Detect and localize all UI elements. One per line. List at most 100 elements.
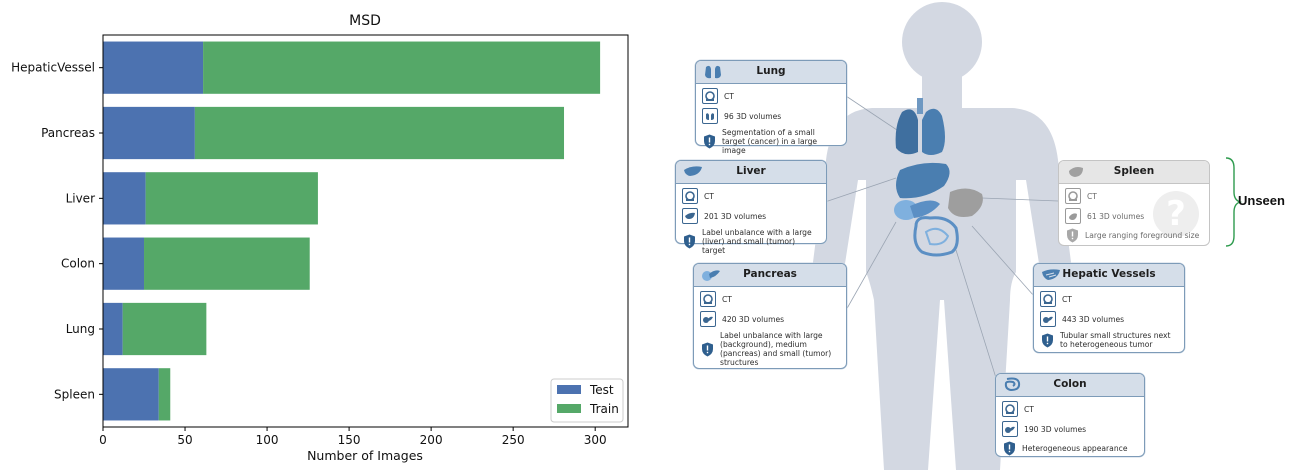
bar-train-spleen: [158, 368, 171, 421]
shield-alert-icon: [1002, 441, 1016, 456]
shield-alert-icon: [702, 134, 716, 149]
pancreas-card-title: Pancreas: [743, 268, 797, 280]
spleen-modality-row: CT: [1065, 188, 1203, 204]
ct-scanner-icon: [1040, 291, 1056, 307]
y-tick-label-pancreas: Pancreas: [41, 126, 95, 140]
liver-volumes: 201 3D volumes: [704, 211, 767, 221]
ct-scanner-icon: [1002, 401, 1018, 417]
liver-note-row: Label unbalance with a large (liver) and…: [682, 228, 820, 255]
colon-volume-icon: [1002, 421, 1018, 437]
pancreas-note: Label unbalance with large (background),…: [720, 331, 832, 367]
shield-alert-icon: [1040, 333, 1054, 348]
colon-note-row: Heterogeneous appearance: [1002, 441, 1138, 456]
bar-test-lung: [103, 302, 123, 356]
hepatic-vessels-card-header: Hepatic Vessels: [1034, 264, 1184, 287]
organ-dataset-diagram: Unseen Lung CT 96 3D volumes Segmentatio…: [660, 0, 1293, 475]
x-tick-label: 250: [502, 433, 525, 447]
x-axis: 0 50 100 150 200 250 300: [99, 427, 607, 447]
plot-frame: [102, 34, 629, 428]
lung-thumbnail-icon: [705, 65, 721, 79]
chart-title: MSD: [349, 13, 381, 29]
bar-test-pancreas: [103, 106, 195, 160]
lung-modality: CT: [724, 91, 734, 101]
colon-note: Heterogeneous appearance: [1022, 444, 1128, 453]
hepatic-modality-row: CT: [1040, 291, 1178, 307]
lung-card-title: Lung: [756, 65, 786, 77]
colon-card-title: Colon: [1053, 378, 1087, 390]
unseen-brace: [1225, 157, 1243, 247]
lung-volume-icon: [702, 108, 718, 124]
x-tick-label: 200: [420, 433, 443, 447]
x-tick-label: 0: [99, 433, 107, 447]
spleen-volumes-row: 61 3D volumes: [1065, 208, 1203, 224]
hepatic-note: Tubular small structures next to heterog…: [1060, 331, 1171, 349]
hepatic-note-row: Tubular small structures next to heterog…: [1040, 331, 1178, 349]
shield-alert-icon: [1065, 228, 1079, 243]
spleen-card-title: Spleen: [1113, 165, 1155, 177]
colon-card-header: Colon: [996, 374, 1144, 397]
x-tick-label: 100: [256, 433, 279, 447]
lung-note-row: Segmentation of a small target (cancer) …: [702, 128, 840, 155]
pancreas-volumes-row: 420 3D volumes: [700, 311, 840, 327]
bar-train-liver: [145, 172, 318, 225]
y-tick-label-lung: Lung: [66, 322, 95, 336]
hepatic-modality: CT: [1062, 294, 1072, 304]
spleen-note: Large ranging foreground size: [1085, 231, 1200, 240]
lung-volumes-row: 96 3D volumes: [702, 108, 840, 124]
pancreas-note-row: Label unbalance with large (background),…: [700, 331, 840, 367]
body-illustration: [811, 2, 1243, 470]
body-neck: [922, 72, 962, 112]
bar-test-liver: [103, 172, 146, 225]
legend-label-test: Test: [589, 383, 614, 397]
pancreas-modality-row: CT: [700, 291, 840, 307]
unseen-label: Unseen: [1238, 193, 1285, 208]
spleen-card: Spleen ? CT 61 3D volumes Large ranging …: [1058, 160, 1210, 246]
bars-group: [103, 41, 601, 421]
pancreas-organ: [894, 200, 940, 220]
hepatic-volumes-row: 443 3D volumes: [1040, 311, 1178, 327]
ct-scanner-icon: [702, 88, 718, 104]
bar-train-pancreas: [194, 106, 565, 160]
spleen-volume-icon: [1065, 208, 1081, 224]
liver-card: Liver CT 201 3D volumes Label unbalance …: [675, 160, 827, 255]
spleen-modality: CT: [1087, 191, 1097, 201]
ct-scanner-icon: [1065, 188, 1081, 204]
msd-bar-chart: MSD HepaticVessel Pancreas Liver Colon Lung S…: [11, 13, 629, 463]
x-tick-label: 50: [177, 433, 192, 447]
shield-alert-icon: [682, 234, 696, 249]
liver-organ: [896, 162, 950, 199]
pancreas-volume-icon: [700, 311, 716, 327]
y-tick-label-colon: Colon: [61, 257, 95, 271]
x-tick-label: 300: [584, 433, 607, 447]
legend-label-train: Train: [589, 402, 619, 416]
liver-card-title: Liver: [736, 165, 766, 177]
hepatic-vessels-thumbnail-icon: [1042, 269, 1060, 280]
lung-card: Lung CT 96 3D volumes Segmentation of a …: [695, 60, 847, 155]
body-torso: [811, 108, 1073, 470]
colon-volumes-row: 190 3D volumes: [1002, 421, 1138, 437]
colon-volumes: 190 3D volumes: [1024, 424, 1087, 434]
x-tick-label: 150: [338, 433, 361, 447]
y-tick-label-liver: Liver: [66, 191, 96, 205]
lung-note: Segmentation of a small target (cancer) …: [722, 128, 818, 155]
colon-thumbnail-icon: [1004, 377, 1021, 392]
pancreas-modality: CT: [722, 294, 732, 304]
pancreas-card-header: Pancreas: [694, 264, 846, 287]
pancreas-thumbnail-icon: [702, 270, 720, 281]
hepatic-volumes: 443 3D volumes: [1062, 314, 1125, 324]
hepatic-vessels-card: Hepatic Vessels CT 443 3D volumes Tubula…: [1033, 263, 1185, 353]
spleen-note-row: Large ranging foreground size: [1065, 228, 1203, 243]
spleen-organ: [948, 188, 983, 217]
liver-thumbnail-icon: [684, 166, 702, 176]
bar-test-spleen: [103, 368, 159, 421]
body-head: [902, 2, 982, 82]
legend-swatch-test: [557, 385, 581, 394]
bar-test-hepaticvessel: [103, 41, 204, 94]
colon-organ: [913, 216, 959, 257]
liver-modality: CT: [704, 191, 714, 201]
bar-train-colon: [144, 237, 310, 290]
legend: Test Train: [550, 378, 624, 423]
spleen-volumes: 61 3D volumes: [1087, 211, 1145, 221]
y-axis: HepaticVessel Pancreas Liver Colon Lung Splee…: [11, 61, 103, 401]
liver-note: Label unbalance with a large (liver) and…: [702, 228, 812, 255]
